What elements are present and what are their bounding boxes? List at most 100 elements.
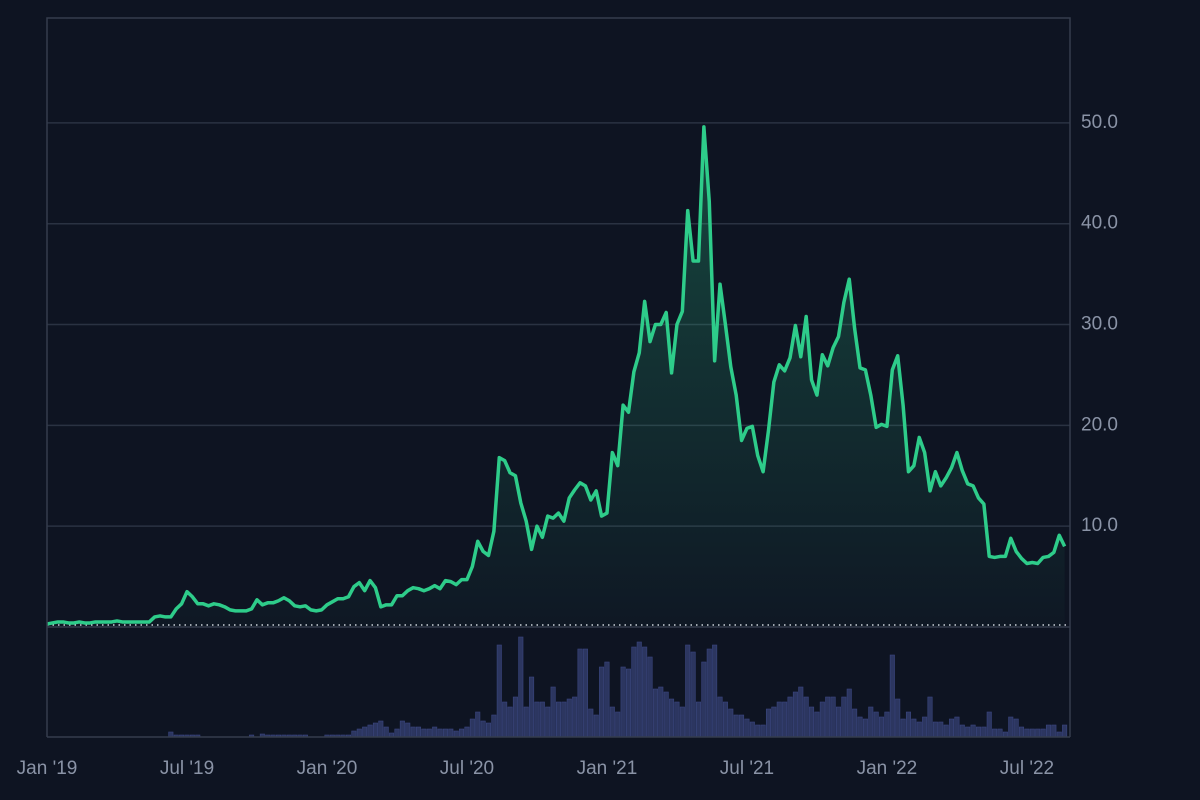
- volume-bar: [432, 726, 438, 738]
- volume-bar: [916, 721, 922, 738]
- volume-bar: [954, 716, 960, 738]
- volume-bar: [469, 718, 475, 738]
- volume-bar: [588, 708, 594, 738]
- volume-bar: [416, 726, 422, 738]
- volume-bar: [631, 646, 637, 738]
- volume-bar: [862, 718, 868, 738]
- volume-bar: [927, 696, 933, 738]
- volume-bar: [394, 728, 400, 738]
- volume-bar: [981, 726, 987, 738]
- volume-bar: [378, 720, 384, 738]
- volume-bar: [787, 696, 793, 738]
- volume-bar: [615, 711, 621, 738]
- volume-bar: [690, 651, 696, 738]
- volume-bar: [755, 724, 761, 738]
- volume-bar: [722, 701, 728, 738]
- volume-bar: [685, 644, 691, 738]
- volume-bar: [992, 728, 998, 738]
- volume-bar: [475, 711, 481, 738]
- volume-bar: [642, 646, 648, 738]
- volume-bar: [410, 726, 416, 738]
- x-tick-label: Jan '20: [297, 758, 358, 779]
- volume-bar: [442, 728, 448, 738]
- volume-bar: [749, 721, 755, 738]
- volume-bar: [997, 728, 1003, 738]
- volume-bar: [771, 706, 777, 738]
- volume-bar: [895, 698, 901, 738]
- volume-bar: [561, 701, 567, 738]
- volume-bar: [426, 728, 432, 738]
- volume-bar: [362, 726, 368, 738]
- volume-bar: [534, 701, 540, 738]
- volume-bar: [825, 696, 831, 738]
- volume-bar: [943, 724, 949, 738]
- x-tick-label: Jul '22: [1000, 758, 1054, 779]
- volume-bar: [1019, 726, 1025, 738]
- volume-bar: [663, 691, 669, 738]
- volume-bar: [625, 668, 632, 738]
- volume-bar: [922, 716, 928, 738]
- volume-bar: [889, 654, 895, 738]
- volume-bar: [905, 711, 911, 738]
- volume-bar: [986, 711, 992, 738]
- volume-bar: [932, 721, 938, 738]
- volume-bar: [566, 698, 572, 738]
- volume-bar: [1062, 724, 1068, 738]
- volume-bar: [399, 720, 405, 738]
- volume-bar: [518, 636, 524, 738]
- y-tick-label: 20.0: [1081, 414, 1118, 435]
- volume-bar: [437, 728, 443, 738]
- volume-bar: [776, 701, 782, 738]
- volume-bar: [372, 722, 378, 738]
- price-area: [47, 126, 1065, 627]
- volume-bar: [884, 711, 890, 738]
- volume-bar: [712, 644, 718, 738]
- volume-bar: [873, 711, 879, 738]
- volume-bar: [975, 726, 981, 738]
- volume-bar: [728, 708, 734, 738]
- volume-bar: [1035, 728, 1041, 738]
- x-tick-label: Jul '19: [160, 758, 214, 779]
- volume-bar: [830, 696, 836, 738]
- volume-bar: [857, 716, 863, 738]
- volume-bar: [599, 666, 605, 738]
- volume-bar: [480, 720, 486, 738]
- volume-bar: [1024, 728, 1030, 738]
- volume-bar: [782, 701, 788, 738]
- x-tick-label: Jul '20: [440, 758, 494, 779]
- volume-bar: [765, 708, 771, 738]
- volume-bar: [620, 666, 626, 738]
- volume-bar: [792, 691, 798, 738]
- volume-bar: [965, 726, 971, 738]
- y-tick-label: 10.0: [1081, 515, 1118, 536]
- volume-bar: [868, 706, 874, 738]
- volume-bar: [453, 730, 459, 738]
- volume-bar: [383, 726, 389, 738]
- volume-bar: [652, 688, 658, 738]
- volume-bar: [367, 724, 373, 738]
- volume-bar: [1040, 728, 1046, 738]
- volume-bar: [911, 718, 917, 738]
- volume-bar: [636, 641, 642, 738]
- volume-bar: [491, 714, 497, 738]
- volume-bar: [485, 722, 492, 738]
- volume-bar: [356, 728, 362, 738]
- volume-bar: [798, 686, 804, 738]
- volume-bar: [1013, 718, 1019, 738]
- volume-bar: [733, 714, 739, 738]
- volume-bar: [1045, 724, 1051, 738]
- volume-bar: [351, 730, 357, 738]
- volume-bar: [464, 726, 470, 738]
- plot-frame: [46, 17, 1071, 737]
- volume-bar: [695, 701, 701, 738]
- volume-bar: [421, 728, 427, 738]
- volume-bar: [835, 706, 841, 738]
- volume-bar: [1051, 724, 1057, 738]
- x-tick-label: Jan '19: [17, 758, 78, 779]
- price-line: [46, 125, 1067, 626]
- volume-bar: [529, 676, 535, 738]
- volume-bar: [658, 686, 664, 738]
